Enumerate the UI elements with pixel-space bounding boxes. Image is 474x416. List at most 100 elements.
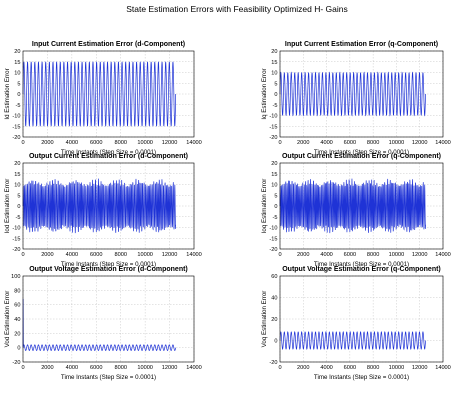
y-tick-label: 0 bbox=[274, 204, 277, 210]
x-tick-label: 12000 bbox=[412, 365, 428, 371]
y-tick-label: 15 bbox=[14, 60, 20, 66]
y-tick-label: -20 bbox=[12, 360, 20, 366]
x-tick-label: 8000 bbox=[367, 140, 379, 146]
x-tick-label: 12000 bbox=[412, 140, 428, 146]
signal-trace bbox=[22, 298, 177, 351]
axes-frame bbox=[279, 275, 444, 363]
x-tick-label: 4000 bbox=[66, 140, 78, 146]
x-tick-label: 4000 bbox=[66, 365, 78, 371]
y-tick-label: 100 bbox=[11, 274, 20, 280]
x-tick-label: 10000 bbox=[389, 365, 405, 371]
y-tick-label: 20 bbox=[14, 49, 20, 55]
x-tick-label: 4000 bbox=[66, 252, 78, 258]
x-tick-label: 14000 bbox=[186, 252, 202, 258]
subplot-title: Input Current Estimation Error (d-Compon… bbox=[32, 41, 185, 48]
figure-title: State Estimation Errors with Feasibility… bbox=[126, 4, 348, 14]
y-tick-label: 80 bbox=[14, 288, 20, 294]
signal-trace bbox=[279, 331, 426, 350]
x-tick-label: 8000 bbox=[114, 140, 126, 146]
y-tick-label: 0 bbox=[17, 204, 20, 210]
y-tick-label: 15 bbox=[14, 172, 20, 178]
y-tick-label: 40 bbox=[271, 296, 277, 302]
x-tick-label: 12000 bbox=[162, 252, 178, 258]
y-tick-label: 40 bbox=[14, 317, 20, 323]
y-tick-label: 15 bbox=[271, 172, 277, 178]
x-tick-label: 8000 bbox=[114, 252, 126, 258]
y-tick-label: 15 bbox=[271, 60, 277, 66]
subplot-3: Output Current Estimation Error (d-Compo… bbox=[4, 153, 202, 268]
y-tick-label: 5 bbox=[17, 81, 20, 87]
y-tick-label: 20 bbox=[271, 161, 277, 167]
y-axis-label: Iod Estimation Error bbox=[4, 179, 11, 234]
subplot-title: Output Voltage Estimation Error (d-Compo… bbox=[29, 266, 188, 273]
x-tick-label: 8000 bbox=[114, 365, 126, 371]
x-axis-label: Time Instants (Step Size = 0.0001) bbox=[61, 374, 156, 381]
subplot-title: Output Voltage Estimation Error (q-Compo… bbox=[282, 266, 441, 273]
y-tick-label: 0 bbox=[274, 339, 277, 345]
signal-trace bbox=[279, 71, 426, 117]
x-tick-label: 6000 bbox=[344, 140, 356, 146]
subplot-title: Input Current Estimation Error (q-Compon… bbox=[285, 41, 438, 48]
x-tick-label: 2000 bbox=[41, 252, 53, 258]
x-tick-label: 2000 bbox=[41, 140, 53, 146]
y-tick-label: 10 bbox=[271, 183, 277, 189]
y-tick-label: -5 bbox=[16, 215, 21, 221]
axes-frame bbox=[279, 50, 444, 138]
x-tick-label: 6000 bbox=[90, 252, 102, 258]
y-axis-label: Voq Estimation Error bbox=[261, 291, 268, 348]
x-tick-label: 14000 bbox=[186, 365, 202, 371]
y-axis-label: Ioq Estimation Error bbox=[261, 179, 268, 234]
x-tick-label: 2000 bbox=[297, 252, 309, 258]
x-tick-label: 0 bbox=[21, 140, 24, 146]
y-tick-label: -15 bbox=[269, 236, 277, 242]
x-tick-label: 10000 bbox=[389, 140, 405, 146]
y-axis-label: Iq Estimation Error bbox=[261, 68, 268, 119]
y-tick-label: -10 bbox=[12, 226, 20, 232]
y-axis-label: Id Estimation Error bbox=[4, 68, 11, 119]
y-tick-label: 10 bbox=[14, 183, 20, 189]
subplot-6: Output Voltage Estimation Error (q-Compo… bbox=[261, 266, 451, 381]
x-tick-label: 6000 bbox=[90, 140, 102, 146]
y-tick-label: 10 bbox=[271, 71, 277, 77]
axes-frame bbox=[22, 50, 195, 138]
y-tick-label: -20 bbox=[12, 247, 20, 253]
x-tick-label: 2000 bbox=[297, 365, 309, 371]
y-tick-label: -20 bbox=[269, 360, 277, 366]
y-tick-label: -15 bbox=[12, 236, 20, 242]
y-tick-label: -20 bbox=[12, 135, 20, 141]
subplot-title: Output Current Estimation Error (d-Compo… bbox=[29, 153, 188, 160]
x-tick-label: 4000 bbox=[320, 140, 332, 146]
x-axis-label: Time Instants (Step Size = 0.0001) bbox=[61, 261, 156, 268]
x-tick-label: 10000 bbox=[389, 252, 405, 258]
signal-trace bbox=[22, 178, 177, 234]
x-tick-label: 6000 bbox=[90, 365, 102, 371]
y-tick-label: 5 bbox=[274, 81, 277, 87]
x-tick-label: 6000 bbox=[344, 252, 356, 258]
x-tick-label: 14000 bbox=[186, 140, 202, 146]
y-tick-label: -5 bbox=[273, 215, 278, 221]
x-tick-label: 0 bbox=[278, 140, 281, 146]
y-tick-label: -10 bbox=[269, 114, 277, 120]
y-tick-label: 20 bbox=[271, 317, 277, 323]
y-tick-label: 10 bbox=[14, 71, 20, 77]
y-tick-label: -5 bbox=[273, 103, 278, 109]
x-tick-label: 12000 bbox=[162, 365, 178, 371]
y-tick-label: -10 bbox=[12, 114, 20, 120]
y-tick-label: -10 bbox=[269, 226, 277, 232]
y-tick-label: 20 bbox=[271, 49, 277, 55]
x-tick-label: 0 bbox=[278, 252, 281, 258]
subplot-title: Output Current Estimation Error (q-Compo… bbox=[282, 153, 441, 160]
y-tick-label: -20 bbox=[269, 247, 277, 253]
axes-frame bbox=[22, 275, 195, 363]
subplot-2: Input Current Estimation Error (q-Compon… bbox=[261, 41, 451, 156]
signal-trace bbox=[279, 178, 426, 234]
subplot-1: Input Current Estimation Error (d-Compon… bbox=[4, 41, 202, 156]
x-tick-label: 12000 bbox=[162, 140, 178, 146]
x-axis-label: Time Instants (Step Size = 0.0001) bbox=[314, 261, 409, 268]
y-tick-label: 60 bbox=[14, 303, 20, 309]
y-tick-label: -20 bbox=[269, 135, 277, 141]
y-tick-label: 0 bbox=[274, 92, 277, 98]
x-axis-label: Time Instants (Step Size = 0.0001) bbox=[314, 374, 409, 381]
x-tick-label: 0 bbox=[278, 365, 281, 371]
x-axis-label: Time Instants (Step Size = 0.0001) bbox=[61, 149, 156, 156]
